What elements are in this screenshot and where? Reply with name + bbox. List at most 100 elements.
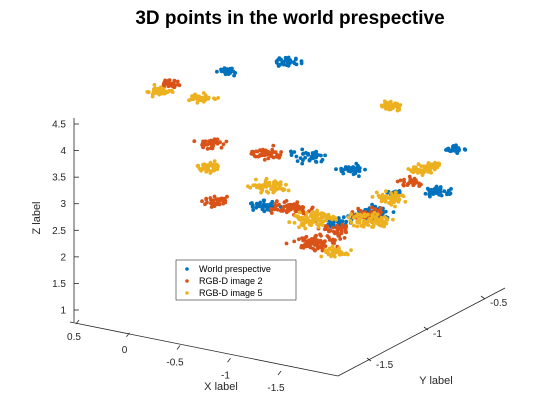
data-point (212, 194, 217, 199)
data-point (292, 205, 296, 210)
data-point (262, 184, 267, 189)
data-point (277, 155, 281, 160)
data-point (269, 211, 274, 215)
data-point (286, 188, 291, 193)
data-point (300, 205, 305, 209)
x-tick-label: 0 (122, 345, 128, 356)
data-point (260, 187, 264, 192)
data-point (301, 223, 306, 228)
data-point (216, 164, 220, 169)
x-tick-mark (176, 345, 181, 350)
data-point (269, 207, 274, 212)
data-point (251, 149, 255, 154)
data-point (266, 156, 271, 161)
data-point (323, 239, 327, 244)
data-point (391, 210, 396, 215)
legend-marker (185, 291, 189, 295)
data-point (309, 242, 313, 247)
x-tick-mark (126, 332, 130, 337)
data-point (198, 96, 202, 100)
data-point (282, 187, 287, 192)
legend-entry: World prespective (199, 264, 271, 274)
data-point (442, 189, 447, 194)
data-point (380, 218, 384, 223)
data-point (201, 145, 206, 150)
legend-entry: RGB-D image 2 (199, 276, 263, 286)
data-point (418, 168, 423, 173)
data-point (389, 191, 393, 196)
data-point (162, 89, 166, 94)
data-point (152, 90, 156, 95)
data-point (416, 162, 421, 167)
y-tick-label: -0.5 (490, 298, 508, 309)
data-point (356, 168, 361, 173)
data-point (387, 201, 391, 205)
data-point (297, 225, 301, 230)
data-point (360, 214, 365, 219)
data-point (301, 158, 305, 163)
data-point (192, 139, 197, 144)
data-point (447, 192, 452, 197)
data-point (315, 242, 319, 247)
data-point (393, 195, 398, 200)
data-point (403, 199, 408, 204)
data-point (357, 174, 361, 179)
data-point (344, 230, 348, 235)
data-point (301, 236, 306, 241)
data-point (278, 186, 283, 191)
data-point (279, 150, 283, 154)
data-point (402, 177, 406, 182)
x-tick-label: -1 (221, 370, 230, 381)
y-tick-label: -1 (433, 329, 442, 340)
data-point (323, 224, 328, 228)
legend: World prespective RGB-D image 2 RGB-D imag… (175, 259, 297, 301)
data-point (439, 193, 444, 198)
data-point (262, 204, 267, 209)
data-point (201, 162, 206, 167)
data-point (413, 169, 417, 174)
data-point (371, 214, 375, 219)
data-point (170, 90, 175, 94)
data-point (318, 216, 323, 221)
data-point (430, 192, 435, 196)
data-point (270, 186, 275, 191)
data-point (435, 165, 439, 170)
data-point (150, 94, 155, 99)
data-point (215, 69, 219, 74)
data-point (259, 148, 263, 153)
data-point (209, 138, 213, 143)
data-point (343, 165, 348, 169)
data-point (340, 168, 345, 173)
data-point (349, 220, 354, 225)
data-point (295, 200, 300, 205)
data-point (319, 212, 324, 217)
data-point (273, 184, 277, 189)
data-point (363, 167, 367, 172)
data-point (272, 189, 277, 194)
y-axis-label: Y label (419, 375, 452, 387)
data-point (389, 195, 394, 199)
data-point (299, 59, 304, 64)
data-point (210, 203, 215, 208)
data-point (406, 182, 411, 186)
data-point (417, 181, 421, 186)
data-point (191, 95, 196, 100)
scatter-points (145, 55, 468, 259)
data-point (322, 212, 327, 217)
data-point (451, 144, 455, 149)
data-point (306, 151, 311, 156)
data-point (216, 197, 221, 202)
data-point (341, 225, 346, 230)
data-point (417, 184, 422, 189)
data-point (287, 58, 292, 63)
data-point (355, 224, 360, 229)
data-point (448, 149, 453, 154)
data-point (354, 213, 359, 218)
data-point (263, 179, 268, 183)
data-point (310, 151, 315, 155)
data-point (349, 212, 353, 217)
data-point (327, 228, 331, 232)
data-point (427, 191, 432, 196)
data-point (358, 208, 363, 213)
series-3 (145, 82, 442, 259)
